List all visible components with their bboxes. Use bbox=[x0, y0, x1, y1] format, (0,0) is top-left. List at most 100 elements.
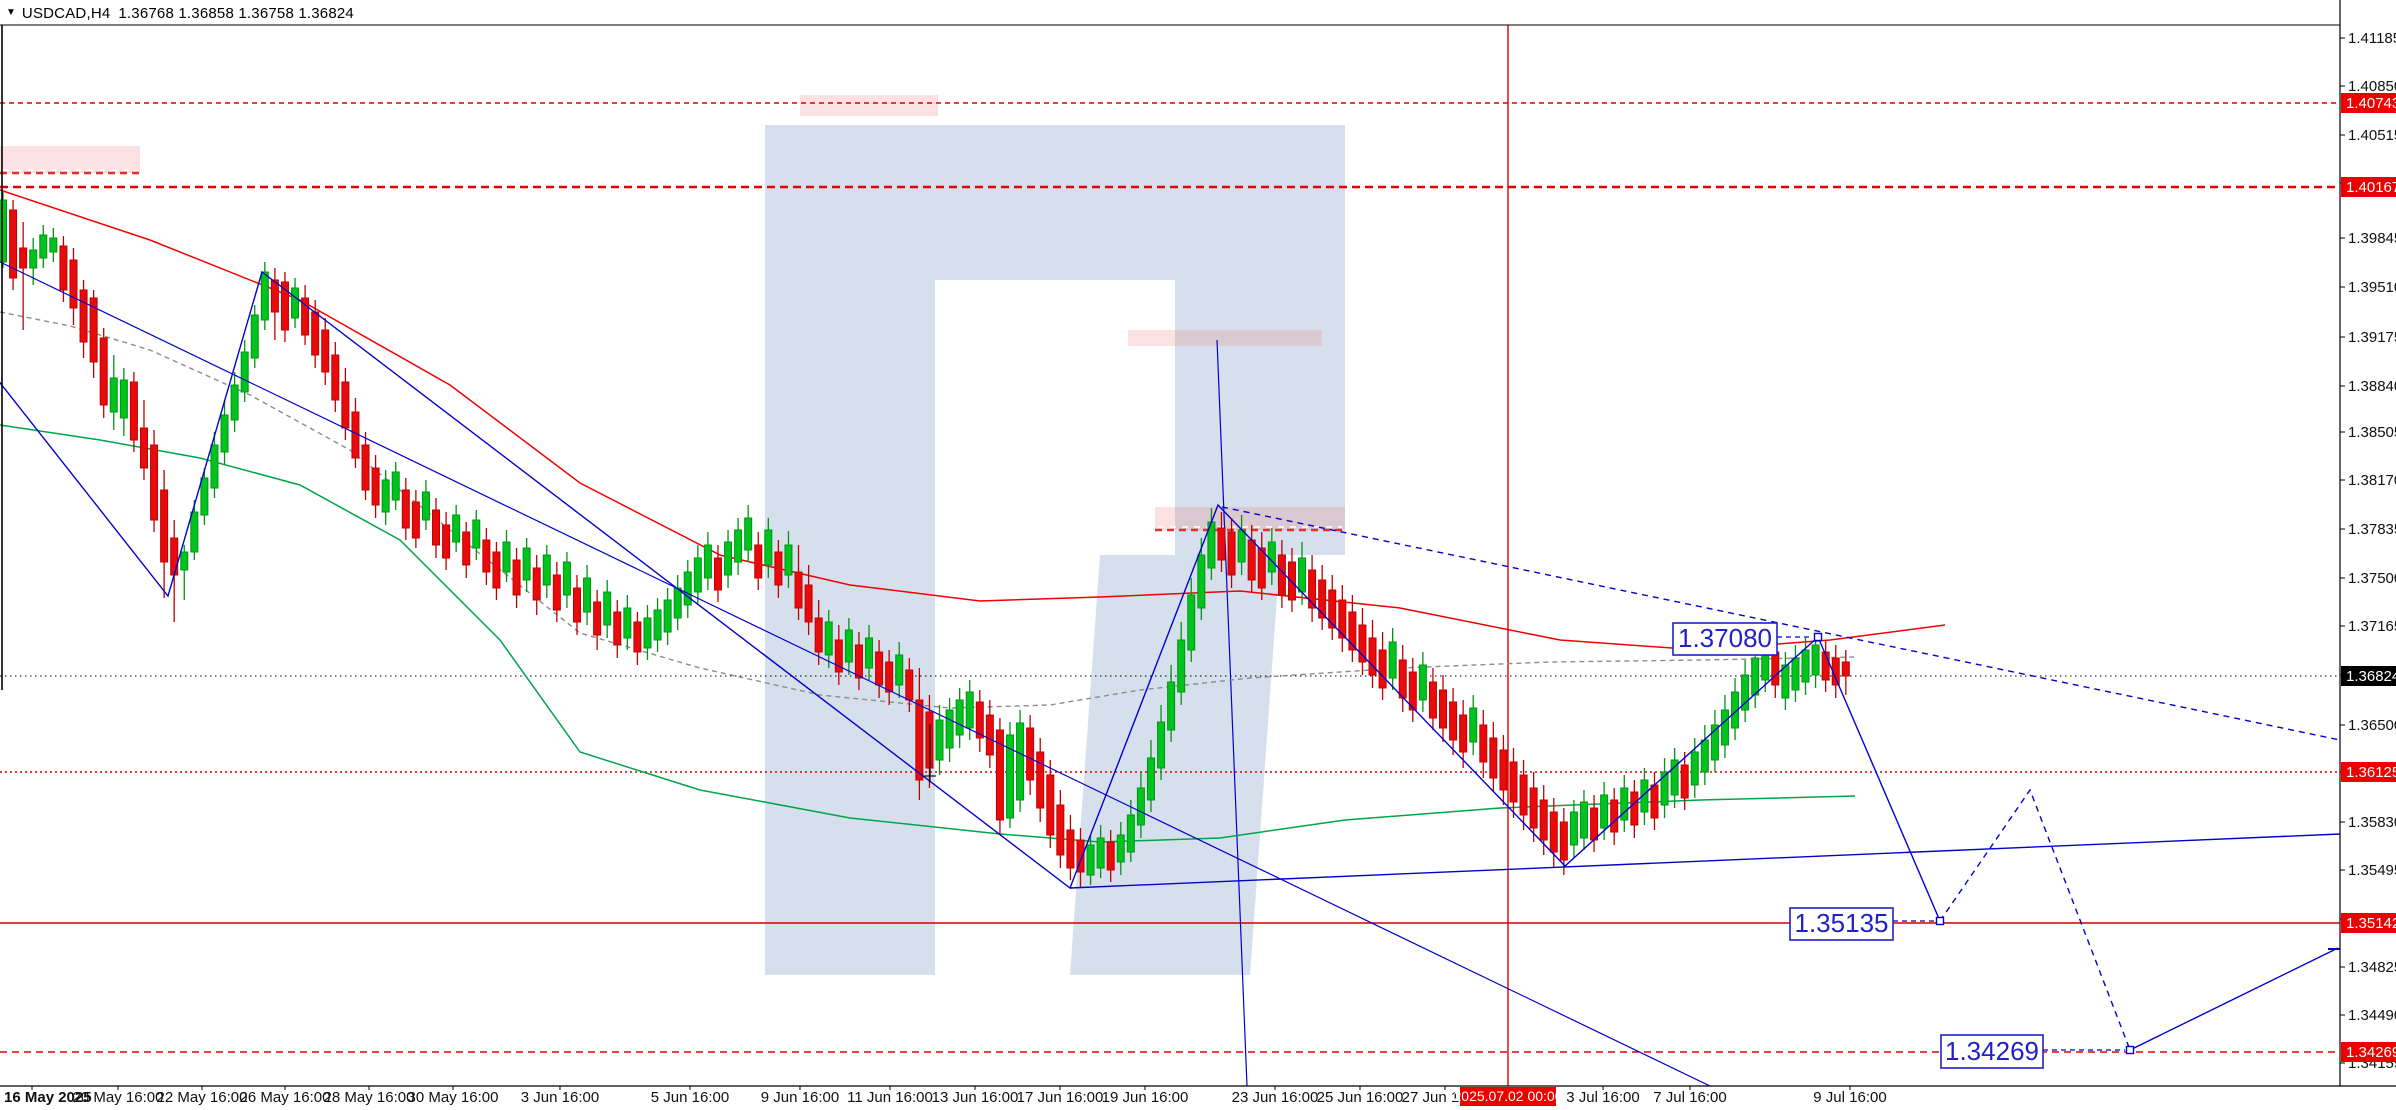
swing-label-text: 1.34269 bbox=[1945, 1036, 2039, 1066]
zone-rectangle[interactable] bbox=[800, 95, 938, 116]
candle-body-bull bbox=[291, 287, 300, 319]
symbol-dropdown[interactable]: ▼ USDCAD,H4 bbox=[6, 5, 110, 22]
candle-body-bear bbox=[1650, 784, 1659, 819]
price-tick-label: 1.40515 bbox=[2348, 127, 2396, 144]
candle-body-bull bbox=[824, 621, 833, 656]
price-tick-label: 1.40850 bbox=[2348, 78, 2396, 95]
swing-point-marker[interactable] bbox=[2125, 1045, 2135, 1055]
candle-body-bear bbox=[1439, 689, 1448, 729]
forecast-solid[interactable] bbox=[2129, 947, 2339, 1051]
candle-body-bear bbox=[170, 537, 179, 576]
candle-body-bear bbox=[1358, 624, 1367, 663]
price-tick-label: 1.37165 bbox=[2348, 618, 2396, 635]
candle-body-bear bbox=[1076, 839, 1085, 873]
time-tick-label: 28 May 16:00 bbox=[324, 1089, 415, 1106]
candle-body-bull bbox=[965, 691, 974, 729]
candle-body-bull bbox=[1096, 837, 1105, 869]
support-line[interactable] bbox=[1069, 833, 2340, 889]
candle-body-bull bbox=[1298, 557, 1307, 593]
candle-body-bear bbox=[1509, 761, 1518, 803]
swing-label-box[interactable] bbox=[1672, 622, 1778, 656]
candle-body-bear bbox=[754, 544, 763, 579]
candle-body-bear bbox=[139, 427, 148, 469]
time-tick-label: 20 May 16:00 bbox=[73, 1089, 164, 1106]
candle-body-bear bbox=[1106, 841, 1115, 871]
candle-body-bull bbox=[1700, 739, 1709, 773]
time-badge-label: 2025.07.02 00:00 bbox=[1454, 1088, 1563, 1104]
candle-body-bull bbox=[1741, 674, 1750, 711]
candle-body-bull bbox=[663, 599, 672, 633]
zigzag-solid[interactable] bbox=[0, 270, 1941, 922]
candle-body-bear bbox=[1056, 804, 1065, 856]
swing-point-marker[interactable] bbox=[1813, 632, 1823, 642]
trendline-descending[interactable] bbox=[0, 261, 1711, 1086]
candle-body-bear bbox=[1549, 811, 1558, 853]
vertical-lines[interactable] bbox=[1216, 25, 1509, 1086]
candle-body-bull bbox=[1640, 779, 1649, 813]
candle-body-bull bbox=[1751, 657, 1760, 696]
candle-body-bull bbox=[844, 629, 853, 663]
resistance-dashed[interactable] bbox=[1221, 506, 2340, 741]
candle-body-bull bbox=[945, 709, 954, 749]
candle-body-bull bbox=[381, 479, 390, 513]
watermark-shape bbox=[1070, 555, 1280, 975]
watermark-logo bbox=[765, 125, 1345, 975]
price-tick-label: 1.34825 bbox=[2348, 959, 2396, 976]
vertical-event-line-blue[interactable] bbox=[1216, 339, 1248, 1086]
candle-body-bull bbox=[1418, 664, 1427, 701]
time-tick-label: 7 Jul 16:00 bbox=[1653, 1089, 1726, 1106]
price-badge-red bbox=[2341, 762, 2396, 782]
swing-label-box[interactable] bbox=[1940, 1034, 2044, 1069]
swing-label-box[interactable] bbox=[1789, 907, 1894, 941]
zone-rectangle[interactable] bbox=[1128, 330, 1322, 346]
price-badge-red bbox=[2341, 177, 2396, 197]
horizontal-level-lines[interactable] bbox=[0, 102, 2340, 1053]
candle-body-bull bbox=[1116, 834, 1125, 863]
zigzag-and-trendlines[interactable] bbox=[0, 261, 2344, 1086]
candle-body-bull bbox=[230, 384, 239, 421]
candle-body-bull bbox=[1126, 814, 1135, 853]
candle-body-bull bbox=[1006, 734, 1014, 819]
chart-frame bbox=[0, 24, 2340, 690]
candle-body-bull bbox=[1167, 681, 1176, 731]
time-tick-label: 19 Jun 16:00 bbox=[1102, 1089, 1189, 1106]
candle-body-bear bbox=[321, 329, 330, 373]
candle-body-bear bbox=[1217, 527, 1226, 561]
candle-body-bear bbox=[59, 245, 68, 291]
price-axis[interactable]: 1.411851.408501.405151.401801.398451.395… bbox=[2339, 0, 2396, 1086]
swing-point-marker[interactable] bbox=[1935, 916, 1945, 926]
candle-body-bear bbox=[1348, 611, 1357, 651]
candle-body-bear bbox=[1539, 799, 1548, 841]
candle-body-bear bbox=[1499, 749, 1508, 791]
candle-body-bear bbox=[1368, 637, 1377, 676]
candle-body-bull bbox=[472, 519, 481, 549]
swing-label-text: 1.37080 bbox=[1678, 623, 1772, 653]
candle-body-bear bbox=[713, 557, 722, 591]
candle-body-bear bbox=[804, 584, 813, 623]
zigzag-forecast-dashed[interactable] bbox=[1939, 788, 2131, 1051]
zone-rectangle[interactable] bbox=[1155, 507, 1345, 530]
candle-body-bear bbox=[814, 617, 823, 653]
candle-body-bear bbox=[1378, 649, 1387, 689]
candle-body-bull bbox=[1177, 639, 1186, 693]
candle-body-bear bbox=[1257, 547, 1266, 589]
price-badge-red bbox=[2341, 93, 2396, 113]
candle-body-bear bbox=[129, 381, 138, 441]
candle-body-bull bbox=[1579, 801, 1588, 839]
candle-body-bear bbox=[301, 297, 310, 336]
candle-body-bull bbox=[673, 587, 682, 619]
candle-body-bear bbox=[1821, 651, 1830, 681]
candle-body-bull bbox=[955, 699, 964, 736]
price-badge-label: 1.40167 bbox=[2346, 179, 2396, 196]
candle-body-bull bbox=[1690, 751, 1699, 786]
candle-body-bear bbox=[89, 297, 98, 363]
candle-body-bull bbox=[1710, 724, 1719, 761]
zone-rectangle[interactable] bbox=[0, 146, 140, 173]
candle-body-bull bbox=[1197, 554, 1206, 609]
price-tick-label: 1.38505 bbox=[2348, 424, 2396, 441]
candle-body-bull bbox=[1136, 787, 1145, 826]
candle-body-bear bbox=[915, 699, 924, 781]
